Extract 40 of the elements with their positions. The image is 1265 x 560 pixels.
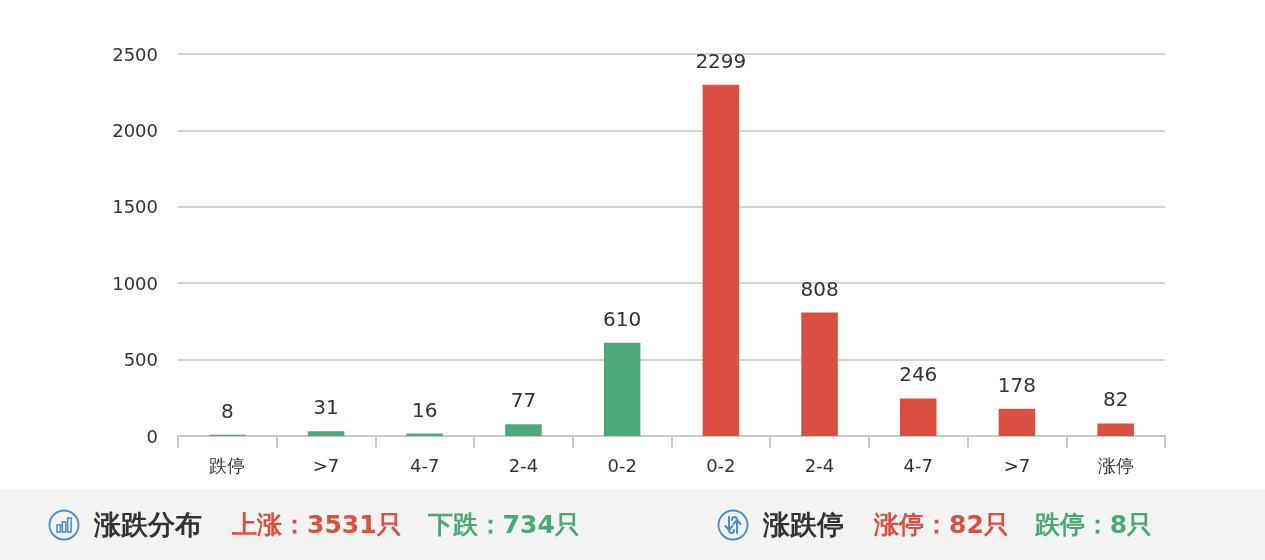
y-tick-label: 2500 [112,43,158,65]
bar [702,84,740,436]
x-tick-label: 跌停 [209,454,246,476]
x-tick-label: 涨停 [1097,454,1134,476]
x-tick-label: >7 [312,454,340,476]
data-label: 610 [603,306,642,331]
bar [505,424,542,436]
text: 涨跌分布 [94,507,202,542]
data-label: 31 [313,395,339,420]
x-tick-label: 0-2 [706,454,736,476]
bar [603,342,641,436]
x-tick-label: 2-4 [804,454,835,476]
text: 下跌：734只 [427,509,580,541]
data-label: 77 [510,388,537,413]
bar [899,398,937,436]
y-tick-label: 1000 [112,272,158,294]
data-label: 82 [1102,387,1129,412]
x-tick-label: >7 [1003,454,1031,476]
text: 涨停：82只 [874,509,1009,541]
x-tick-label: 0-2 [607,454,637,476]
y-tick-label: 1500 [112,196,158,218]
data-label: 246 [899,362,938,387]
x-tick-label: 4-7 [410,454,440,476]
data-label: 2299 [695,48,747,73]
text: 涨跌停 [763,507,844,542]
bar [307,431,345,436]
data-label: 178 [997,372,1037,397]
data-label: 16 [412,397,438,422]
bar [998,408,1036,436]
text: 跌停：8只 [1034,509,1153,541]
y-tick-label: 0 [146,425,158,447]
bar [801,312,838,436]
y-tick-label: 2000 [112,119,158,141]
x-tick-label: 2-4 [508,454,539,476]
data-label: 808 [800,276,839,301]
y-tick-label: 500 [123,349,158,371]
bar [1097,423,1134,436]
data-label: 8 [220,398,234,423]
x-tick-label: 4-7 [903,454,933,476]
text: 上涨：3531只 [232,509,402,541]
